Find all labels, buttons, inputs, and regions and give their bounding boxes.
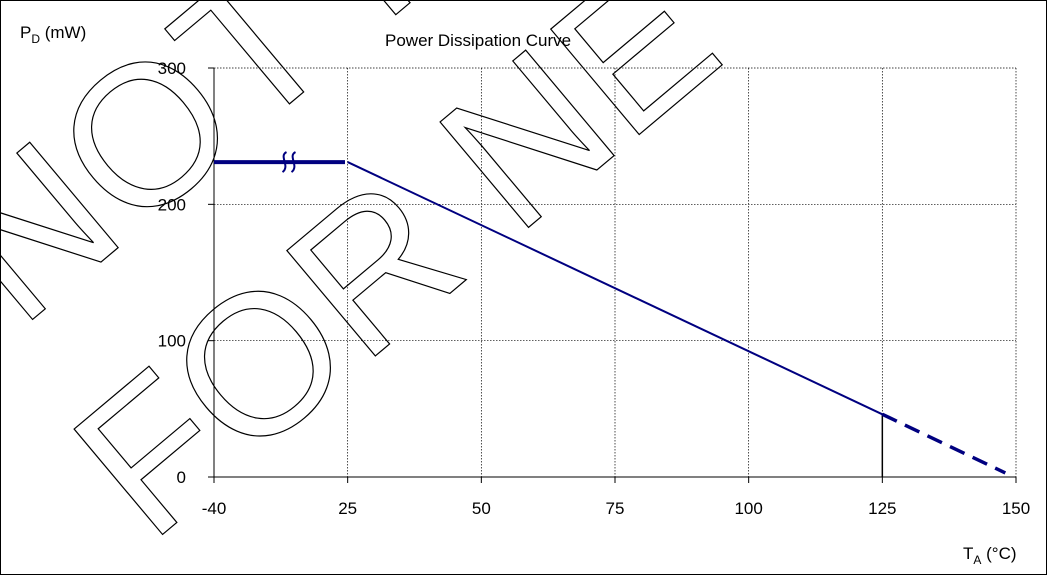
x-axis-label: TA (°C): [963, 544, 1017, 567]
tick-marks: [208, 67, 1017, 483]
y-axis-label-unit: (mW): [40, 23, 86, 42]
series-segment-2: [881, 412, 1007, 475]
x-axis-label-main: T: [963, 544, 973, 563]
x-tick-label-4: 100: [734, 499, 762, 518]
y-tick-label-0: 0: [177, 468, 186, 487]
grid-lines: [214, 67, 1017, 477]
series-segment-1: [347, 161, 883, 416]
chart-title: Power Dissipation Curve: [385, 31, 571, 50]
y-axis-label: PD (mW): [20, 23, 86, 46]
axis-break-mark-1: [290, 151, 297, 173]
tick-labels: 0 100 200 300 -40 25 50 75 100 125 150: [158, 59, 1031, 518]
x-tick-label-5: 125: [868, 499, 896, 518]
x-tick-label-6: 150: [1002, 499, 1030, 518]
y-tick-label-3: 300: [158, 59, 186, 78]
series-lines: [214, 151, 1007, 477]
y-axis-label-sub: D: [31, 32, 40, 46]
x-axis-label-unit: (°C): [981, 544, 1016, 563]
y-tick-label-1: 100: [158, 332, 186, 351]
y-axis-label-main: P: [20, 23, 31, 42]
x-tick-label-1: 25: [338, 499, 357, 518]
x-tick-label-0: -40: [202, 499, 227, 518]
x-tick-label-2: 50: [472, 499, 491, 518]
y-tick-label-2: 200: [158, 195, 186, 214]
axis-break-mark-0: [281, 151, 288, 173]
x-axis-label-sub: A: [973, 553, 981, 567]
x-tick-label-3: 75: [606, 499, 625, 518]
